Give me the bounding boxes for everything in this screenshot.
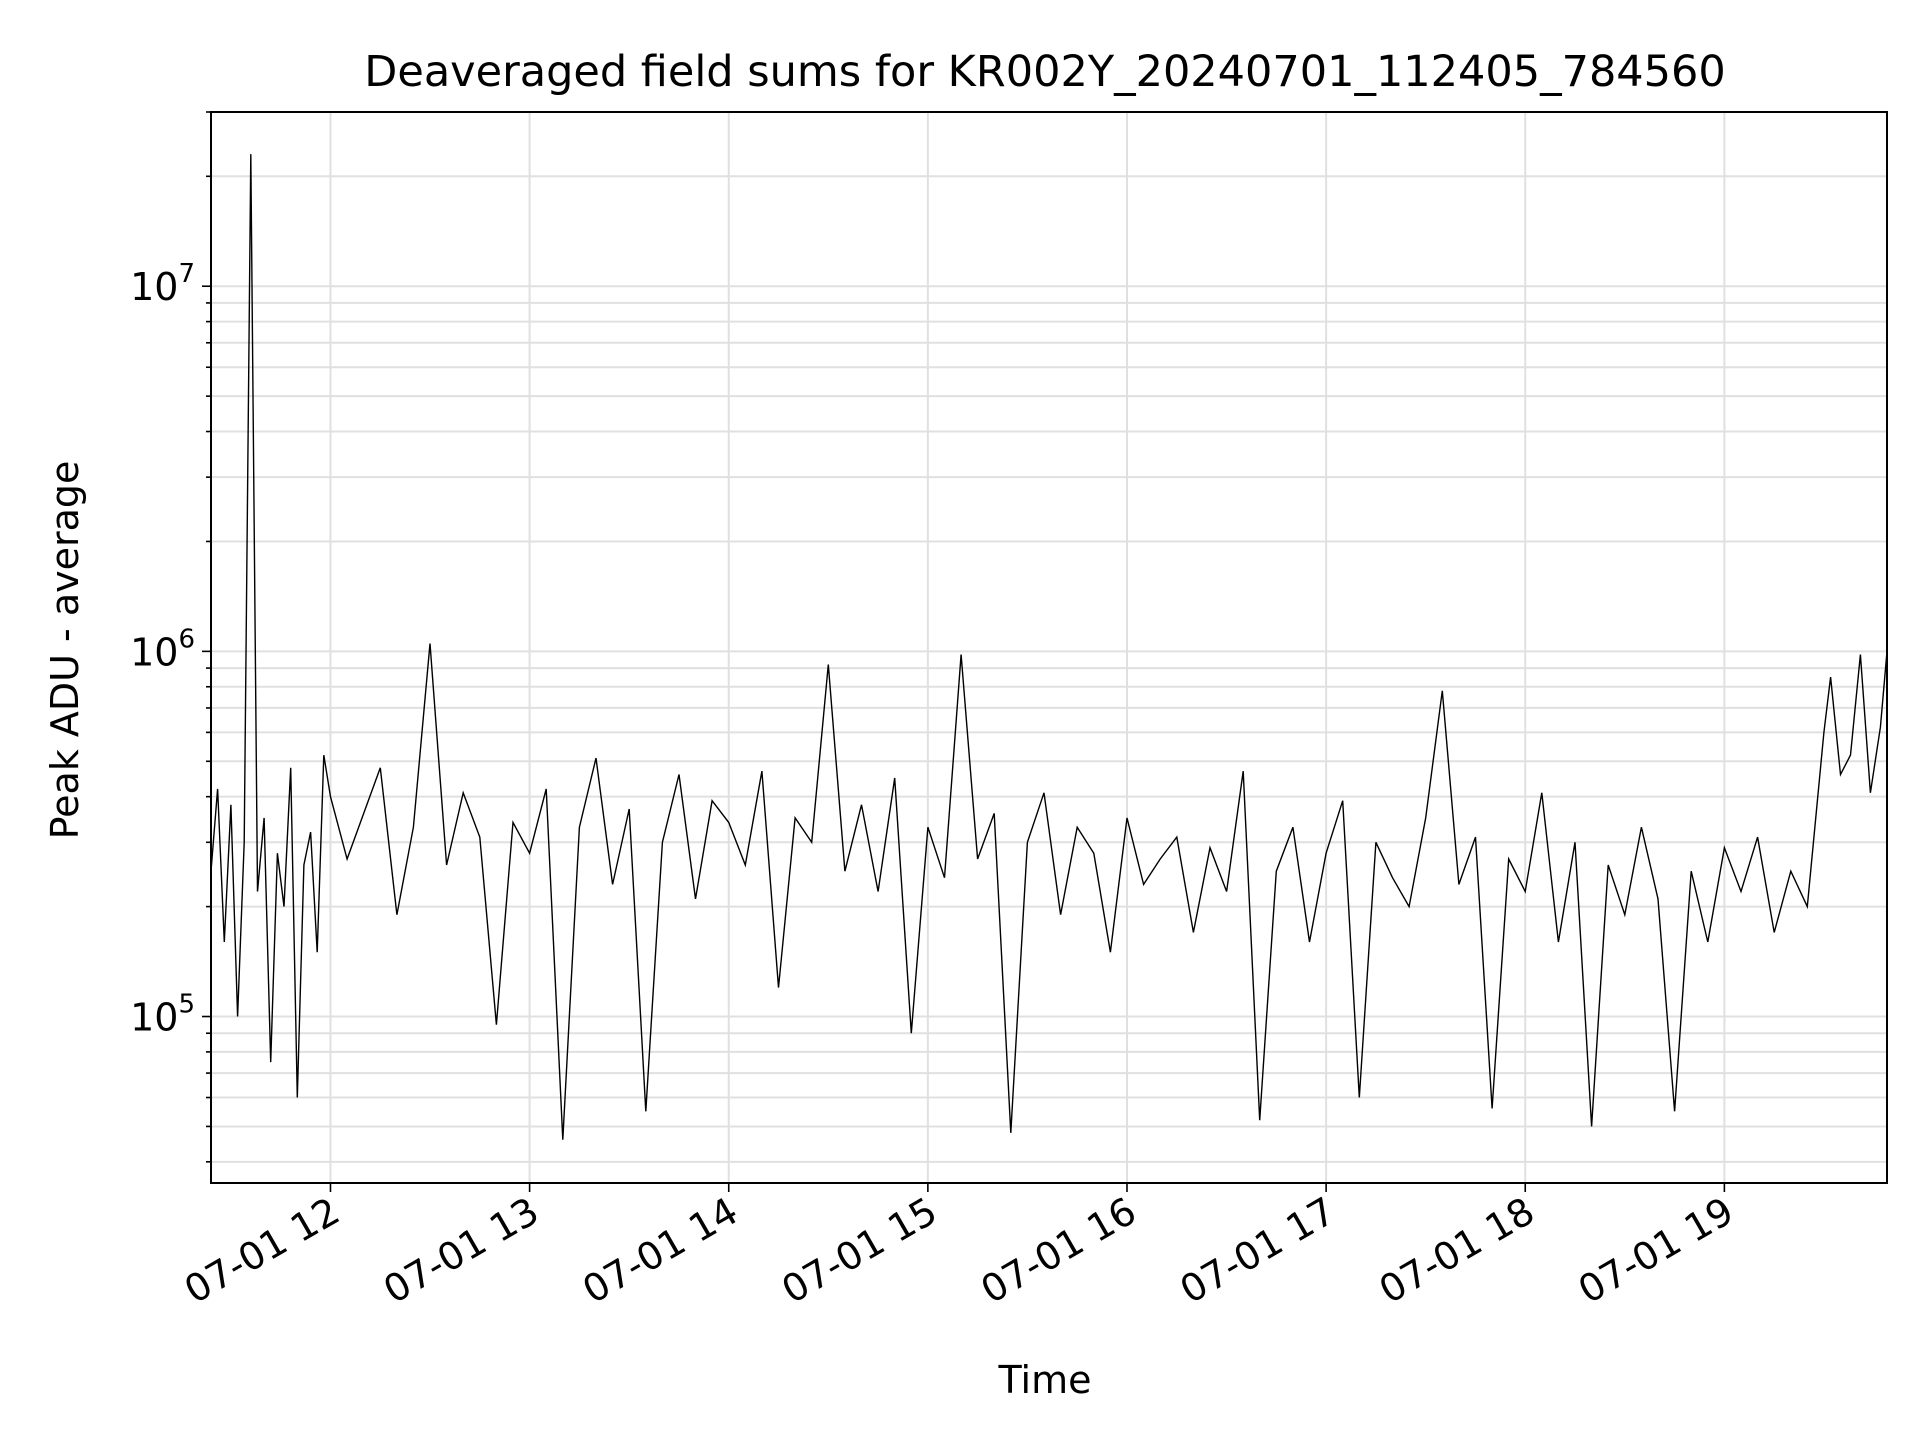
x-tick-label: 07-01 12 bbox=[177, 1189, 347, 1313]
x-axis-label: Time bbox=[998, 1358, 1092, 1402]
y-tick-label: 107 bbox=[130, 259, 195, 309]
x-tick-label: 07-01 19 bbox=[1571, 1189, 1741, 1313]
x-tick-label: 07-01 16 bbox=[974, 1189, 1144, 1313]
series-line bbox=[210, 154, 1888, 1140]
x-tick-label: 07-01 14 bbox=[575, 1189, 745, 1313]
y-tick-base: 10 bbox=[130, 996, 178, 1040]
y-tick-label: 106 bbox=[130, 624, 195, 674]
plot-frame bbox=[210, 111, 1888, 1184]
x-tick-label: 07-01 18 bbox=[1372, 1189, 1542, 1313]
x-tick-label: 07-01 17 bbox=[1173, 1189, 1343, 1313]
x-tick-label: 07-01 15 bbox=[774, 1189, 944, 1313]
y-tick-exponent: 5 bbox=[178, 990, 195, 1020]
y-tick-base: 10 bbox=[130, 265, 178, 309]
y-tick-base: 10 bbox=[130, 630, 178, 674]
chart-title: Deaveraged field sums for KR002Y_2024070… bbox=[364, 47, 1726, 97]
series-layer bbox=[210, 154, 1888, 1140]
grid-layer bbox=[211, 111, 1887, 1183]
y-tick-exponent: 7 bbox=[178, 259, 195, 289]
x-tick-label: 07-01 13 bbox=[376, 1189, 546, 1313]
y-tick-label: 105 bbox=[130, 990, 195, 1040]
y-axis-label: Peak ADU - average bbox=[43, 461, 87, 840]
y-tick-exponent: 6 bbox=[178, 624, 195, 654]
